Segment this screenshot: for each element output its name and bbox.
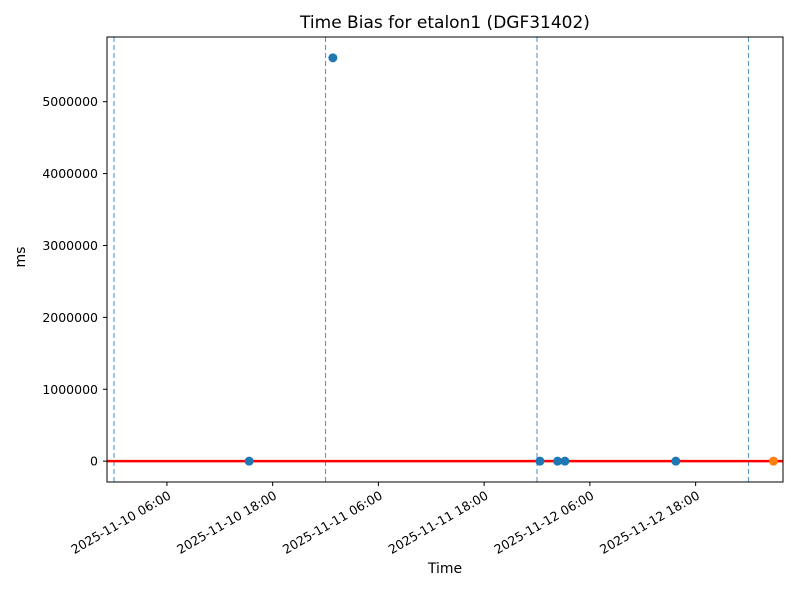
- chart-title: Time Bias for etalon1 (DGF31402): [300, 13, 590, 33]
- y-tick-label: 2000000: [42, 310, 98, 325]
- time-bias-point: [560, 456, 570, 466]
- time-bias-point: [244, 456, 254, 466]
- x-axis-label: Time: [427, 561, 463, 577]
- time-bias-point: [553, 456, 563, 466]
- x-tick-label: 2025-11-12 18:00: [597, 488, 702, 557]
- time-bias-point: [535, 456, 545, 466]
- x-tick-label: 2025-11-10 06:00: [68, 488, 173, 557]
- y-tick-label: 4000000: [42, 166, 98, 181]
- x-tick-label: 2025-11-11 06:00: [280, 488, 385, 557]
- x-tick-label: 2025-11-11 18:00: [386, 488, 491, 557]
- plot-frame: [106, 36, 784, 483]
- time-bias-point: [671, 456, 681, 466]
- x-tick-label: 2025-11-12 06:00: [491, 488, 596, 557]
- latest-bias-point: [768, 456, 778, 466]
- x-tick-label: 2025-11-10 18:00: [174, 488, 279, 557]
- y-tick-label: 3000000: [42, 238, 98, 253]
- y-tick-label: 5000000: [42, 94, 98, 109]
- y-tick-label: 1000000: [42, 382, 98, 397]
- y-tick-label: 0: [90, 454, 98, 469]
- time-bias-point: [328, 53, 338, 63]
